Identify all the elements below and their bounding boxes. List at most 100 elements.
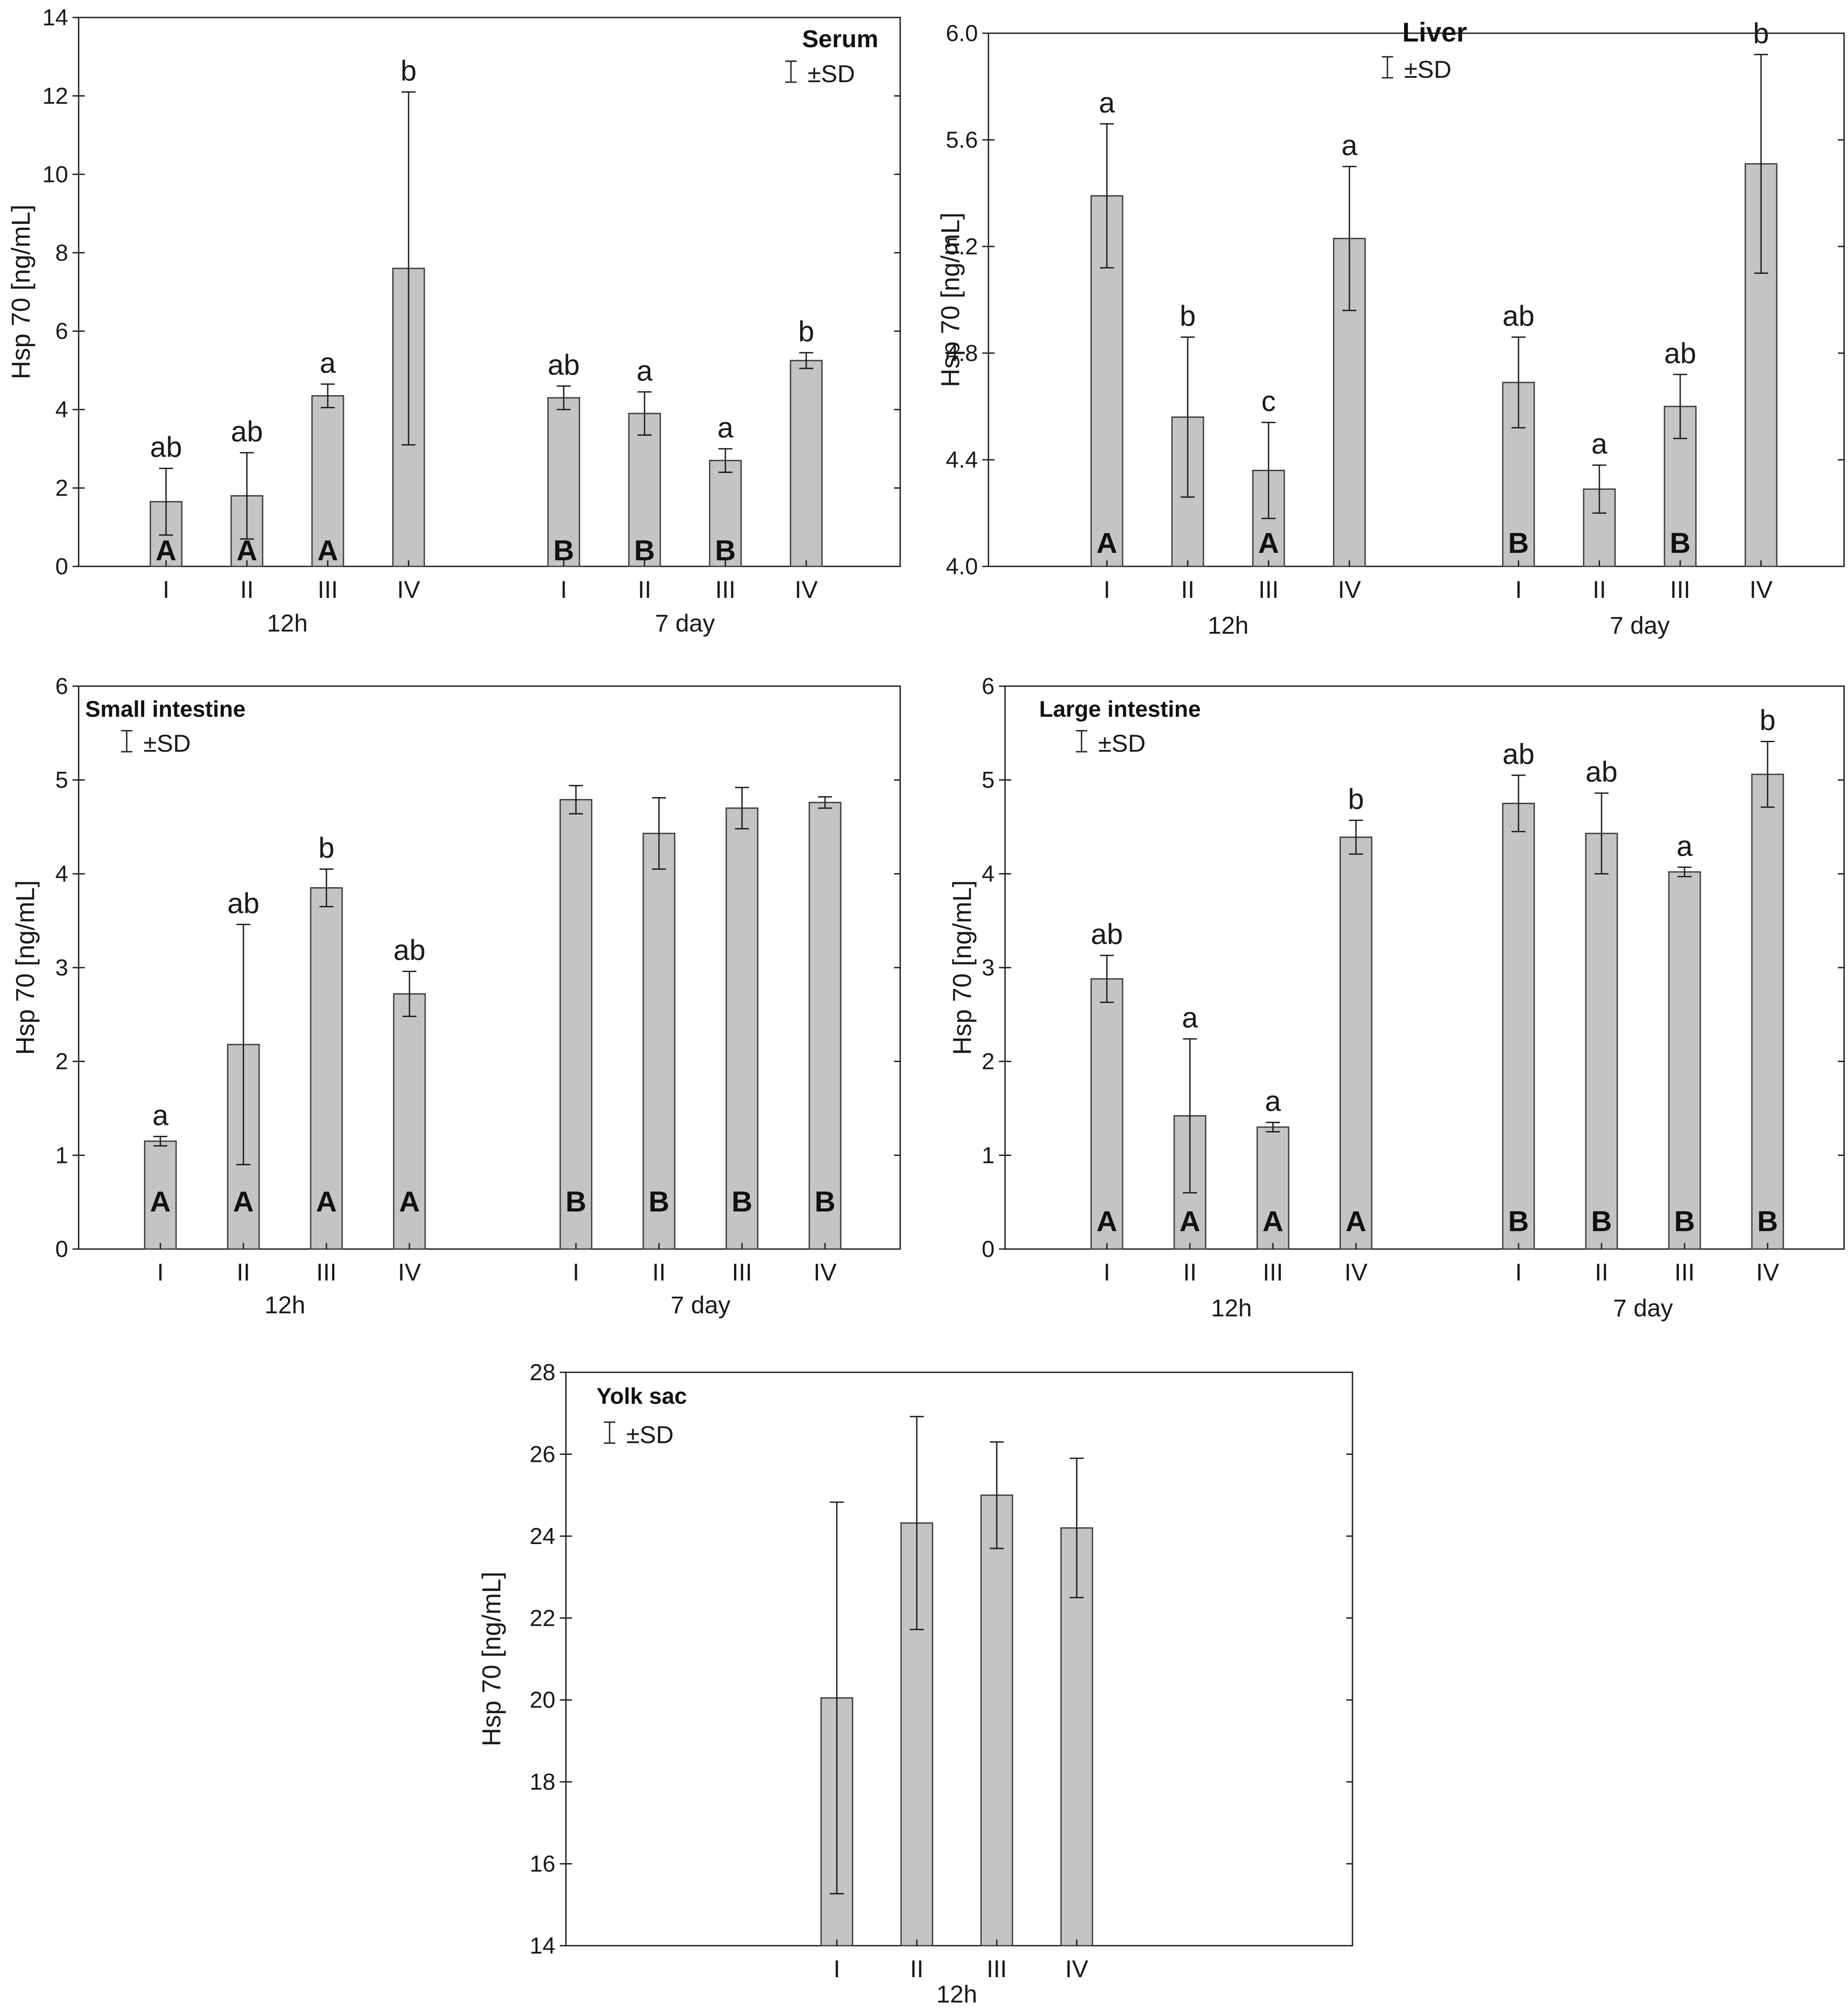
yolk-sac-xtick-label-12h-iii: III (987, 1955, 1007, 1982)
large-intestine-error-bar-12h-iii (1266, 1121, 1280, 1133)
yolk-sac-ytick-label: 24 (530, 1524, 555, 1549)
small-intestine-error-bar-12h-i (153, 1135, 167, 1147)
large-intestine-xtick-label-12h-iv: IV (1345, 1258, 1368, 1286)
liver-ytick-label: 5.6 (946, 127, 978, 153)
small-intestine-xtick-label-7-day-ii: II (652, 1258, 666, 1286)
serum-sig-letter-12h-iv: b (401, 54, 417, 87)
large-intestine-error-bar-7-day-iv (1761, 741, 1775, 808)
small-intestine-error-bar-12h-iv (402, 971, 416, 1017)
yolk-sac-error-bar-12h-iii (990, 1441, 1004, 1549)
large-intestine-ytick-label: 0 (982, 1236, 995, 1262)
small-intestine-ytick-label: 0 (55, 1236, 68, 1262)
small-intestine-group-label-7-day: 7 day (671, 1291, 731, 1319)
liver-error-bar-7-day-ii (1592, 464, 1606, 514)
liver-ytick-label: 4.0 (946, 554, 978, 580)
yolk-sac-ytick-label: 14 (530, 1933, 555, 1959)
serum-sig-letter-7-day-iii: a (718, 411, 734, 444)
liver-xtick-label-12h-ii: II (1181, 576, 1194, 603)
yolk-sac-sd-legend-label: ±SD (626, 1421, 674, 1448)
large-intestine-ytick-label: 6 (982, 673, 995, 699)
large-intestine-time-letter-12h-i: A (1096, 1205, 1117, 1237)
small-intestine-bar-12h-i (144, 1140, 177, 1250)
serum-bar-7-day-iv (790, 360, 823, 567)
small-intestine-xtick-label-12h-ii: II (236, 1258, 250, 1286)
small-intestine-group-label-12h: 12h (264, 1291, 305, 1319)
large-intestine-error-bar-7-day-i (1512, 774, 1526, 833)
large-intestine-bar-7-day-iii (1668, 871, 1701, 1250)
liver-sig-letter-12h-ii: b (1180, 299, 1196, 332)
serum-error-bar-7-day-iii (718, 448, 732, 473)
large-intestine-time-letter-7-day-ii: B (1591, 1205, 1612, 1237)
large-intestine-ytick-label: 1 (982, 1142, 995, 1168)
liver-xtick-label-12h-i: I (1103, 576, 1110, 603)
liver-ytick-label: 6.0 (946, 21, 978, 46)
liver-group-label-12h: 12h (1208, 611, 1248, 639)
serum-sig-letter-12h-iii: a (320, 347, 336, 379)
liver-time-letter-12h-i: A (1096, 527, 1117, 559)
serum-ytick-label: 2 (55, 475, 68, 501)
liver-sig-letter-7-day-i: ab (1502, 299, 1534, 332)
yolk-sac-error-bar-12h-iv (1070, 1458, 1084, 1598)
small-intestine-y-axis-label: Hsp 70 [ng/mL] (11, 880, 40, 1055)
large-intestine-sig-letter-7-day-iii: a (1677, 829, 1693, 862)
large-intestine-bar-7-day-i (1502, 802, 1535, 1250)
serum-xtick-label-12h-ii: II (240, 576, 253, 603)
liver-sig-letter-12h-iii: c (1262, 385, 1276, 417)
yolk-sac-sd-legend-icon (604, 1421, 615, 1444)
liver-y-axis-label: Hsp 70 [ng/mL] (936, 212, 965, 387)
serum-ytick-label: 10 (42, 162, 68, 187)
large-intestine-bar-7-day-iv (1751, 774, 1784, 1250)
small-intestine-time-letter-7-day-i: B (565, 1185, 586, 1218)
liver-ytick-label: 4.8 (946, 340, 978, 366)
liver-plot-frame (988, 32, 1845, 567)
yolk-sac-group-label-12h: 12h (936, 1980, 977, 2008)
small-intestine-xtick-label-12h-iv: IV (398, 1258, 422, 1286)
liver-time-letter-7-day-i: B (1508, 527, 1529, 559)
liver-sig-letter-7-day-iv: b (1753, 17, 1769, 49)
liver-sig-letter-12h-i: a (1099, 86, 1115, 118)
liver-error-bar-7-day-i (1512, 336, 1526, 429)
large-intestine-plot-frame (1004, 685, 1845, 1250)
large-intestine-ytick-label: 2 (982, 1049, 995, 1075)
large-intestine-sd-legend-icon (1076, 730, 1087, 753)
large-intestine-sig-letter-7-day-iv: b (1760, 704, 1776, 736)
liver-error-bar-7-day-iii (1673, 374, 1687, 439)
serum-xtick-label-7-day-ii: II (638, 576, 651, 603)
large-intestine-group-label-12h: 12h (1211, 1294, 1252, 1322)
large-intestine-ytick-label: 3 (982, 955, 995, 981)
liver-error-bar-12h-iii (1262, 422, 1276, 519)
liver-xtick-label-7-day-iii: III (1670, 576, 1691, 603)
liver-group-label-7-day: 7 day (1610, 611, 1670, 639)
large-intestine-sig-letter-7-day-ii: ab (1585, 756, 1617, 788)
large-intestine-sig-letter-12h-iii: a (1265, 1085, 1281, 1117)
serum-ytick-label: 12 (42, 83, 68, 109)
large-intestine-xtick-label-12h-iii: III (1263, 1258, 1283, 1286)
large-intestine-error-bar-12h-iv (1349, 819, 1363, 855)
yolk-sac-xtick-label-12h-i: I (833, 1955, 840, 1982)
small-intestine-time-letter-12h-ii: A (233, 1185, 254, 1218)
large-intestine-error-bar-7-day-ii (1595, 792, 1609, 875)
yolk-sac-plot-frame (565, 1371, 1353, 1947)
serum-title: Serum (802, 25, 878, 52)
yolk-sac-title: Yolk sac (596, 1384, 687, 1409)
small-intestine-ytick-label: 4 (55, 861, 68, 887)
small-intestine-time-letter-12h-iii: A (316, 1185, 337, 1218)
large-intestine-xtick-label-12h-ii: II (1183, 1258, 1196, 1286)
serum-bar-7-day-iii (709, 460, 742, 567)
small-intestine-time-letter-7-day-ii: B (648, 1185, 669, 1218)
yolk-sac-ytick-label: 26 (530, 1441, 555, 1467)
small-intestine-error-bar-7-day-i (569, 785, 583, 815)
serum-error-bar-7-day-iv (799, 352, 813, 369)
large-intestine-error-bar-12h-ii (1183, 1038, 1197, 1194)
liver-sd-legend-label: ±SD (1404, 56, 1452, 83)
serum-sig-letter-7-day-i: ab (548, 348, 579, 381)
large-intestine-error-bar-7-day-iii (1678, 866, 1692, 878)
large-intestine-y-axis-label: Hsp 70 [ng/mL] (948, 880, 977, 1055)
large-intestine-time-letter-7-day-iv: B (1757, 1205, 1778, 1237)
small-intestine-ytick-label: 3 (55, 955, 68, 981)
yolk-sac-bar-12h-iii (980, 1494, 1013, 1947)
small-intestine-time-letter-12h-iv: A (399, 1185, 420, 1218)
serum-sig-letter-7-day-ii: a (637, 354, 653, 387)
large-intestine-time-letter-7-day-iii: B (1674, 1205, 1695, 1237)
large-intestine-sig-letter-12h-ii: a (1182, 1001, 1198, 1034)
